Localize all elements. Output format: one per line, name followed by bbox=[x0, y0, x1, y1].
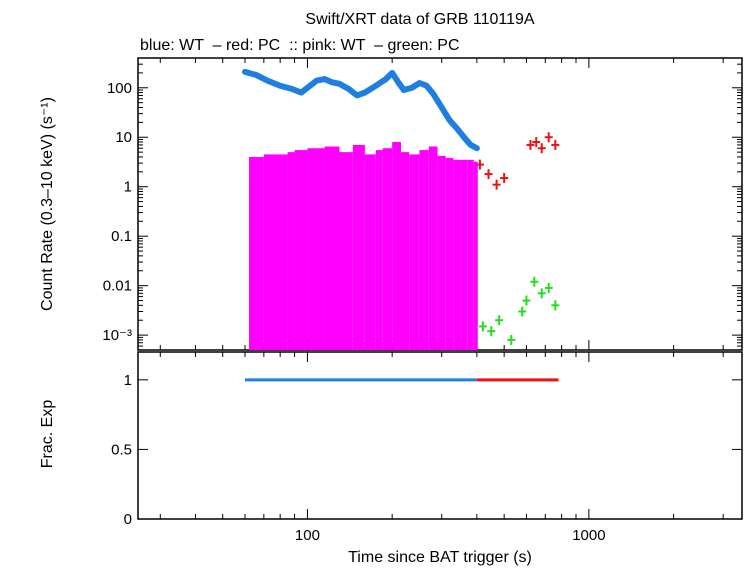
upper-limit-bar bbox=[419, 150, 429, 350]
x-tick-label: 100 bbox=[295, 527, 320, 544]
panel-frame bbox=[137, 351, 743, 520]
upper-limit-bar bbox=[294, 150, 308, 350]
upper-limit-bar bbox=[467, 159, 474, 350]
data-point bbox=[440, 106, 443, 109]
y-tick-label: 10⁻³ bbox=[102, 327, 132, 344]
y-tick-label: 100 bbox=[107, 80, 132, 97]
data-point bbox=[306, 86, 309, 89]
upper-limit-bar bbox=[339, 152, 353, 350]
upper-limit-bar bbox=[392, 142, 402, 350]
upper-limit-bar bbox=[375, 150, 383, 350]
upper-limit-bar bbox=[460, 159, 468, 350]
data-point bbox=[255, 73, 258, 77]
series-pc bbox=[475, 132, 560, 190]
data-point bbox=[338, 82, 341, 86]
count-rate-panel: 100 10 1 0.1 0.01 10⁻³ bbox=[102, 57, 743, 351]
data-point bbox=[290, 87, 294, 91]
data-point bbox=[323, 77, 326, 81]
y-tick-label: 1 bbox=[124, 179, 132, 196]
data-point bbox=[243, 70, 247, 74]
upper-limit-bar bbox=[409, 154, 420, 350]
y-tick-label: 0.5 bbox=[111, 441, 132, 458]
data-point bbox=[462, 136, 466, 139]
data-point bbox=[355, 94, 359, 97]
upper-limit-bar bbox=[263, 154, 288, 350]
data-point bbox=[330, 80, 333, 84]
x-ticks bbox=[159, 352, 724, 519]
y-ticks: 100 10 1 0.1 0.01 10⁻³ bbox=[102, 57, 742, 351]
data-point bbox=[425, 84, 428, 87]
data-point bbox=[390, 71, 394, 75]
x-tick-label: 1000 bbox=[572, 527, 605, 544]
fractional-exposure-panel: 10.50100100010⁴10⁵ bbox=[111, 351, 743, 544]
data-point bbox=[299, 91, 303, 94]
x-tick-labels: 100100010⁴10⁵ bbox=[295, 527, 606, 544]
data-point bbox=[347, 87, 350, 91]
data-point bbox=[455, 127, 459, 130]
data-point bbox=[374, 84, 378, 87]
upper-limit-bar bbox=[249, 156, 264, 350]
upper-limit-bar bbox=[382, 148, 393, 350]
series-wt bbox=[242, 68, 480, 152]
y-tick-label: 1 bbox=[124, 372, 132, 389]
upper-limit-bar bbox=[445, 158, 454, 350]
y-tick-label: 10 bbox=[115, 129, 132, 146]
upper-limit-bar bbox=[307, 148, 325, 350]
series-pc bbox=[476, 378, 559, 382]
data-point bbox=[475, 147, 479, 150]
data-point bbox=[418, 81, 421, 85]
series-pc_upper bbox=[478, 276, 560, 345]
y-tick-label: 0.01 bbox=[103, 278, 132, 295]
x-axis-label: Time since BAT trigger (s) bbox=[348, 549, 532, 566]
upper-limit-bar bbox=[401, 152, 410, 350]
upper-limit-bar bbox=[352, 144, 365, 350]
upper-limit-bar bbox=[287, 152, 295, 350]
data-point bbox=[384, 77, 388, 81]
y-tick-label: 0 bbox=[124, 511, 132, 528]
bottom-y-axis-label: Frac. Exp bbox=[39, 400, 56, 469]
data-point bbox=[448, 119, 451, 122]
data-point bbox=[315, 79, 319, 82]
data-point bbox=[432, 92, 435, 96]
upper-limit-bar bbox=[324, 146, 340, 350]
data-point bbox=[396, 80, 400, 84]
upper-limit-bar bbox=[473, 161, 478, 350]
chart-subtitle: blue: WT – red: PC :: pink: WT – green: … bbox=[140, 37, 460, 54]
data-point bbox=[402, 88, 406, 92]
data-point bbox=[278, 84, 282, 87]
series-wt_upper bbox=[249, 142, 478, 350]
data-point bbox=[363, 91, 367, 94]
upper-limit-bar bbox=[428, 146, 438, 350]
top-y-axis-label: Count Rate (0.3–10 keV) (s⁻¹) bbox=[39, 97, 56, 311]
chart-title: Swift/XRT data of GRB 110119A bbox=[305, 11, 534, 28]
data-point bbox=[410, 86, 414, 89]
data-point bbox=[266, 79, 269, 82]
wt-rate-band bbox=[242, 68, 480, 152]
upper-limit-bar bbox=[453, 159, 461, 350]
y-ticks: 10.50 bbox=[111, 372, 742, 528]
upper-limit-bar bbox=[364, 154, 376, 350]
data-point bbox=[469, 143, 472, 147]
upper-limit-bar bbox=[437, 155, 446, 350]
y-tick-label: 0.1 bbox=[111, 228, 132, 245]
